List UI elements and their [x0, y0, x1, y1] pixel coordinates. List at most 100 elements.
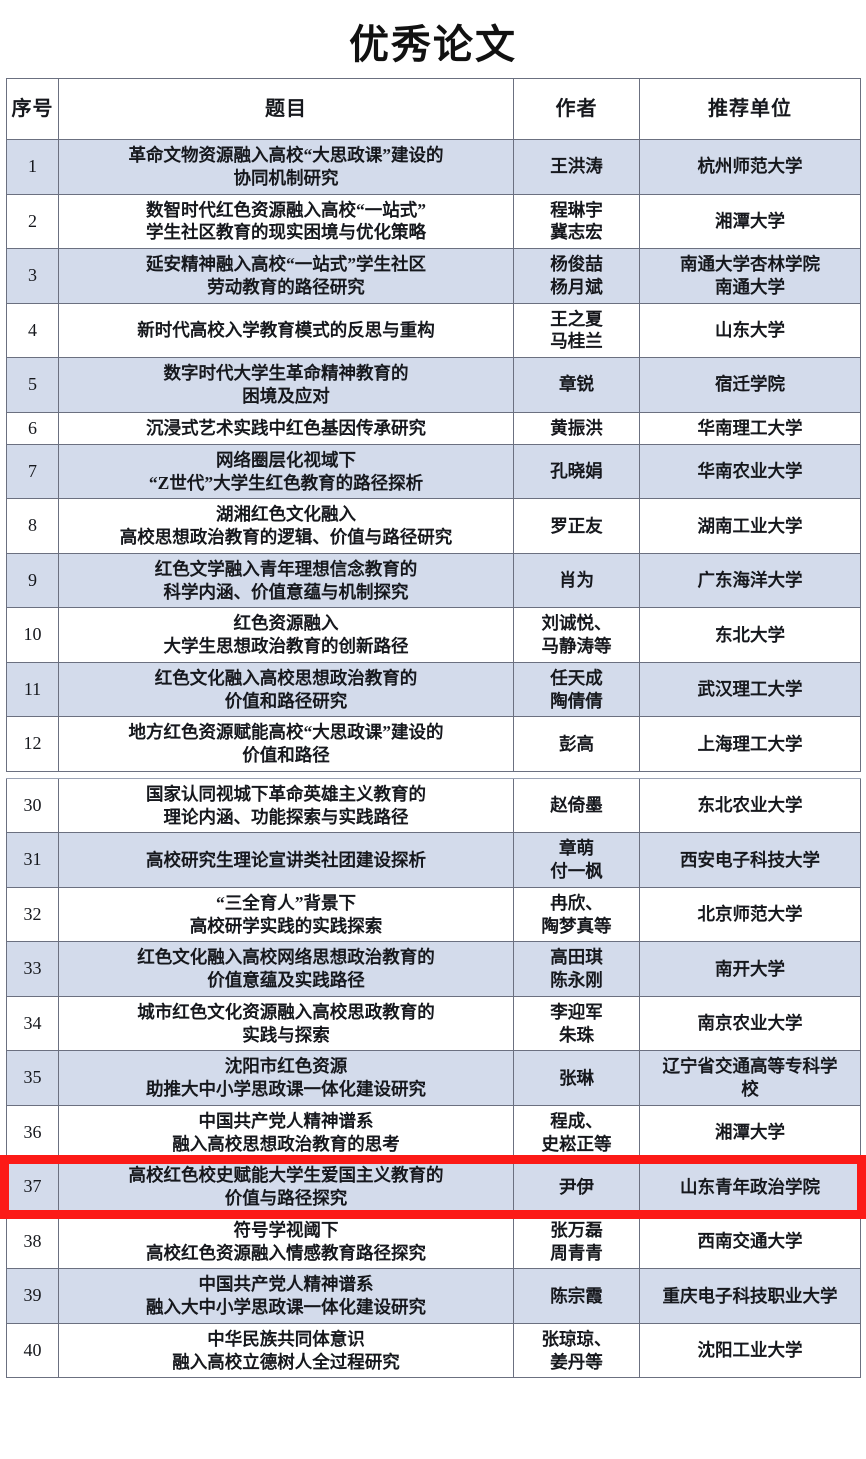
- table-row: 30 国家认同视城下革命英雄主义教育的 理论内涵、功能探索与实践路径 赵倚墨 东北农业大…: [6, 777, 861, 834]
- cell-author: 罗正友: [513, 498, 640, 554]
- cell-author: 刘诚悦、 马静涛等: [513, 607, 640, 663]
- cell-author: 高田琪 陈永刚: [513, 941, 640, 997]
- table-row: 12 地方红色资源赋能高校“大思政课”建设的 价值和路径 彭高 上海理工大学: [6, 716, 861, 772]
- cell-organization: 沈阳工业大学: [639, 1322, 861, 1379]
- cell-title: 沈阳市红色资源 助推大中小学思政课一体化建设研究: [58, 1050, 514, 1106]
- cell-author: 王洪涛: [513, 139, 640, 195]
- cell-title: 符号学视阈下 高校红色资源融入情感教育路径探究: [58, 1213, 514, 1270]
- cell-title: “三全育人”背景下 高校研学实践的实践探索: [58, 886, 514, 943]
- cell-organization: 东北大学: [639, 607, 861, 663]
- cell-author: 章萌 付一枫: [513, 832, 640, 888]
- cell-index: 8: [6, 498, 59, 554]
- cell-title: 网络圈层化视域下 “Z世代”大学生红色教育的路径探析: [58, 443, 514, 500]
- table-row: 31 高校研究生理论宣讲类社团建设探析 章萌 付一枫 西安电子科技大学: [6, 832, 861, 888]
- cell-author: 陈宗霞: [513, 1268, 640, 1324]
- cell-title: 数智时代红色资源融入高校“一站式” 学生社区教育的现实困境与优化策略: [58, 193, 514, 249]
- cell-index: 1: [6, 139, 59, 195]
- cell-title: 延安精神融入高校“一站式”学生社区 劳动教育的路径研究: [58, 248, 514, 304]
- cell-index: 12: [6, 716, 59, 772]
- cell-organization: 武汉理工大学: [639, 661, 861, 718]
- cell-organization: 湘潭大学: [639, 1104, 861, 1161]
- cell-author: 李迎军 朱珠: [513, 995, 640, 1052]
- table-row: 2 数智时代红色资源融入高校“一站式” 学生社区教育的现实困境与优化策略 程琳宇 冀志宏…: [6, 193, 861, 249]
- cell-index: 3: [6, 248, 59, 304]
- table-row: 36 中国共产党人精神谱系 融入高校思想政治教育的思考 程成、 史崧正等 湘潭大学: [6, 1104, 861, 1161]
- cell-organization: 华南农业大学: [639, 443, 861, 500]
- cell-organization: 杭州师范大学: [639, 139, 861, 195]
- cell-organization: 北京师范大学: [639, 886, 861, 943]
- cell-title: 红色资源融入 大学生思想政治教育的创新路径: [58, 607, 514, 663]
- cell-author: 赵倚墨: [513, 777, 640, 834]
- table-row: 7 网络圈层化视域下 “Z世代”大学生红色教育的路径探析 孔晓娟 华南农业大学: [6, 443, 861, 500]
- cell-title: 国家认同视城下革命英雄主义教育的 理论内涵、功能探索与实践路径: [58, 777, 514, 834]
- cell-organization: 辽宁省交通高等专科学校: [639, 1050, 861, 1106]
- table-row: 35 沈阳市红色资源 助推大中小学思政课一体化建设研究 张琳 辽宁省交通高等专科学校: [6, 1050, 861, 1106]
- table-body: 1 革命文物资源融入高校“大思政课”建设的 协同机制研究 王洪涛 杭州师范大学 2 数智时代…: [6, 139, 861, 1379]
- cell-index: 9: [6, 552, 59, 609]
- cell-author: 张琼琼、 姜丹等: [513, 1322, 640, 1379]
- cell-organization: 西安电子科技大学: [639, 832, 861, 888]
- cell-author: 黄振洪: [513, 411, 640, 445]
- table-row: 11 红色文化融入高校思想政治教育的 价值和路径研究 任天成 陶倩倩 武汉理工大学: [6, 661, 861, 718]
- cell-title: 革命文物资源融入高校“大思政课”建设的 协同机制研究: [58, 139, 514, 195]
- cell-index: 32: [6, 886, 59, 943]
- cell-author: 尹伊: [513, 1159, 640, 1215]
- cell-index: 6: [6, 411, 59, 445]
- cell-organization: 东北农业大学: [639, 777, 861, 834]
- cell-organization: 山东大学: [639, 302, 861, 358]
- cell-index: 5: [6, 357, 59, 413]
- table-row: 37 高校红色校史赋能大学生爱国主义教育的 价值与路径探究 尹伊 山东青年政治学院: [6, 1159, 861, 1215]
- cell-index: 36: [6, 1104, 59, 1161]
- table-row: 34 城市红色文化资源融入高校思政教育的 实践与探索 李迎军 朱珠 南京农业大学: [6, 995, 861, 1052]
- cell-title: 中国共产党人精神谱系 融入高校思想政治教育的思考: [58, 1104, 514, 1161]
- table-row: 6 沉浸式艺术实践中红色基因传承研究 黄振洪 华南理工大学: [6, 411, 861, 445]
- table-row: 1 革命文物资源融入高校“大思政课”建设的 协同机制研究 王洪涛 杭州师范大学: [6, 139, 861, 195]
- cell-title: 红色文学融入青年理想信念教育的 科学内涵、价值意蕴与机制探究: [58, 552, 514, 609]
- cell-organization: 西南交通大学: [639, 1213, 861, 1270]
- section-separator-cell: [6, 770, 861, 779]
- cell-title: 中国共产党人精神谱系 融入大中小学思政课一体化建设研究: [58, 1268, 514, 1324]
- cell-index: 37: [6, 1159, 59, 1215]
- page-title: 优秀论文: [349, 22, 517, 67]
- cell-author: 程琳宇 冀志宏: [513, 193, 640, 249]
- table-row: 40 中华民族共同体意识 融入高校立德树人全过程研究 张琼琼、 姜丹等 沈阳工业大学: [6, 1322, 861, 1379]
- column-header-org: 推荐单位: [639, 78, 861, 140]
- cell-author: 任天成 陶倩倩: [513, 661, 640, 718]
- cell-index: 35: [6, 1050, 59, 1106]
- cell-organization: 南开大学: [639, 941, 861, 997]
- cell-title: 高校红色校史赋能大学生爱国主义教育的 价值与路径探究: [58, 1159, 514, 1215]
- cell-organization: 上海理工大学: [639, 716, 861, 772]
- cell-title: 城市红色文化资源融入高校思政教育的 实践与探索: [58, 995, 514, 1052]
- cell-organization: 重庆电子科技职业大学: [639, 1268, 861, 1324]
- cell-title: 高校研究生理论宣讲类社团建设探析: [58, 832, 514, 888]
- cell-index: 39: [6, 1268, 59, 1324]
- cell-organization: 山东青年政治学院: [639, 1159, 861, 1215]
- cell-author: 冉欣、 陶梦真等: [513, 886, 640, 943]
- cell-index: 4: [6, 302, 59, 358]
- cell-author: 王之夏 马桂兰: [513, 302, 640, 358]
- column-header-author: 作者: [513, 78, 640, 140]
- cell-organization: 湘潭大学: [639, 193, 861, 249]
- cell-author: 张琳: [513, 1050, 640, 1106]
- cell-author: 彭高: [513, 716, 640, 772]
- column-header-title: 题目: [58, 78, 514, 140]
- cell-author: 章锐: [513, 357, 640, 413]
- cell-title: 红色文化融入高校网络思想政治教育的 价值意蕴及实践路径: [58, 941, 514, 997]
- table-row: 32 “三全育人”背景下 高校研学实践的实践探索 冉欣、 陶梦真等 北京师范大学: [6, 886, 861, 943]
- table-row: 8 湖湘红色文化融入 高校思想政治教育的逻辑、价值与路径研究 罗正友 湖南工业大学: [6, 498, 861, 554]
- cell-index: 10: [6, 607, 59, 663]
- cell-title: 数字时代大学生革命精神教育的 困境及应对: [58, 357, 514, 413]
- table-row: 9 红色文学融入青年理想信念教育的 科学内涵、价值意蕴与机制探究 肖为 广东海洋大学: [6, 552, 861, 609]
- cell-index: 38: [6, 1213, 59, 1270]
- cell-index: 34: [6, 995, 59, 1052]
- cell-author: 程成、 史崧正等: [513, 1104, 640, 1161]
- cell-index: 7: [6, 443, 59, 500]
- cell-title: 湖湘红色文化融入 高校思想政治教育的逻辑、价值与路径研究: [58, 498, 514, 554]
- cell-organization: 湖南工业大学: [639, 498, 861, 554]
- cell-organization: 宿迁学院: [639, 357, 861, 413]
- cell-title: 红色文化融入高校思想政治教育的 价值和路径研究: [58, 661, 514, 718]
- cell-author: 孔晓娟: [513, 443, 640, 500]
- cell-organization: 南京农业大学: [639, 995, 861, 1052]
- table-row: 4 新时代高校入学教育模式的反思与重构 王之夏 马桂兰 山东大学: [6, 302, 861, 358]
